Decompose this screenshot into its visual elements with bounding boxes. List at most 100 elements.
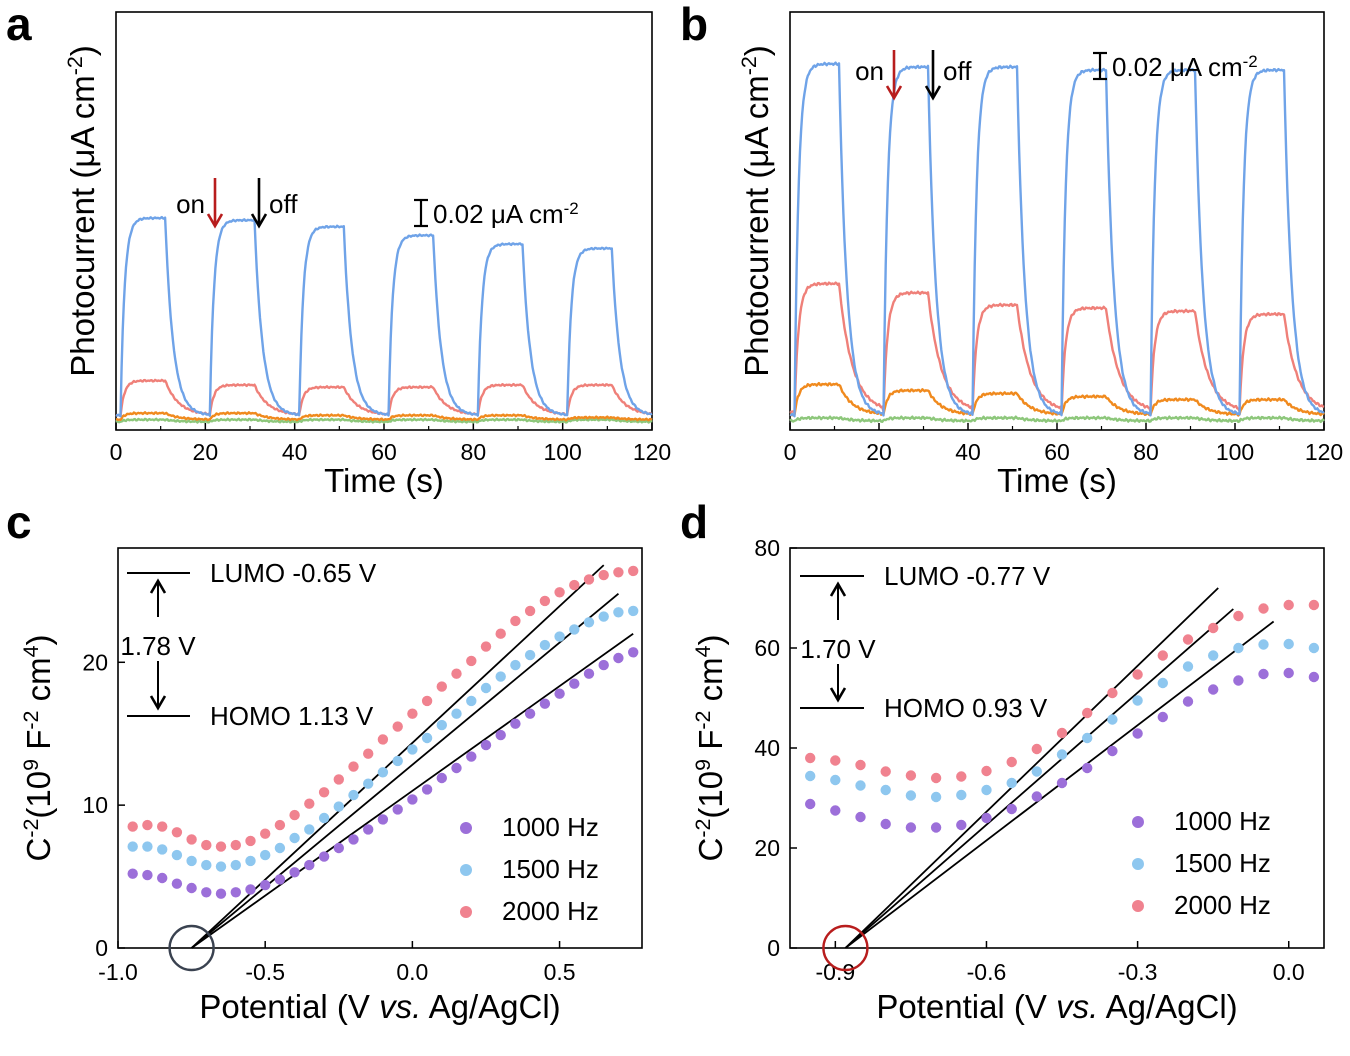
lumo-label: LUMO -0.65 V	[210, 558, 377, 588]
legend-marker-pink	[1132, 900, 1144, 912]
data-point-pink	[392, 721, 403, 732]
data-point-purple	[1006, 803, 1017, 815]
data-point-purple	[539, 698, 551, 709]
panel-c-mott-schottky-chart: -1.0 -0.5 0.0 0.5 0 10 20 Potential (V vs. Ag/A…	[19, 547, 643, 1025]
data-point-purple	[245, 884, 256, 895]
data-point-pink	[956, 771, 967, 782]
data-point-light_blue	[495, 671, 506, 682]
data-point-pink	[215, 841, 227, 852]
x-tick-label: 100	[543, 439, 581, 465]
data-point-purple	[1258, 668, 1269, 680]
data-point-light_blue	[304, 824, 315, 835]
data-point-purple	[1107, 745, 1118, 757]
data-point-light_blue	[981, 784, 992, 796]
data-point-purple	[805, 798, 816, 810]
data-point-purple	[348, 834, 359, 845]
photocurrent-series-orange	[115, 411, 653, 422]
x-tick-label: 120	[1305, 439, 1343, 465]
data-point-pink	[598, 569, 609, 581]
data-point-pink	[201, 839, 212, 851]
data-point-pink	[142, 819, 153, 831]
data-point-purple	[598, 659, 609, 671]
x-axis-label: Potential (V vs. Ag/AgCl)	[876, 988, 1237, 1025]
y-axis-label: Photocurrent (μA cm-2)	[737, 45, 775, 377]
panel-a-photocurrent-chart: 0 20 40 60 80 100 120 Time (s) Photocurrent (μA …	[63, 11, 671, 499]
legend-label: 1500 Hz	[502, 854, 599, 884]
off-label: off	[943, 56, 972, 86]
data-point-light_blue	[613, 607, 624, 618]
panel-label-c: c	[6, 496, 32, 548]
photocurrent-series-blue	[115, 215, 653, 418]
data-point-purple	[905, 822, 917, 833]
panel-label-a: a	[6, 0, 32, 50]
data-point-purple	[1157, 711, 1169, 723]
y-tick-label: 0	[95, 935, 108, 961]
data-point-light_blue	[348, 789, 359, 801]
y-axis-label: C-2(109 F-2 cm4)	[691, 634, 729, 861]
y-tick-label: 20	[82, 649, 108, 675]
x-tick-label: 40	[282, 439, 308, 465]
data-point-pink	[127, 821, 138, 832]
on-arrow-head	[206, 213, 224, 229]
data-point-purple	[186, 882, 197, 894]
data-point-purple	[171, 878, 183, 889]
data-point-purple	[1132, 728, 1143, 739]
fit-line-1	[844, 587, 1219, 949]
y-tick-label: 10	[82, 792, 108, 818]
data-point-pink	[451, 668, 462, 679]
y-tick-label: 20	[754, 835, 780, 861]
gap-arrow-up-head	[149, 578, 167, 594]
data-point-light_blue	[436, 719, 447, 731]
data-point-light_blue	[554, 631, 565, 642]
data-point-light_blue	[1157, 677, 1169, 689]
data-point-light_blue	[1233, 642, 1244, 654]
data-point-pink	[1258, 603, 1269, 614]
photocurrent-series-blue	[789, 61, 1325, 418]
on-arrow-head	[885, 85, 903, 101]
x-tick-label: -1.0	[98, 959, 138, 985]
y-tick-label: 80	[754, 535, 780, 561]
data-point-light_blue	[451, 708, 462, 719]
x-tick-label: 0	[784, 439, 797, 465]
data-point-pink	[495, 628, 506, 639]
data-point-light_blue	[1258, 639, 1269, 650]
data-point-purple	[495, 729, 506, 741]
data-point-pink	[554, 587, 565, 598]
data-point-purple	[289, 867, 300, 878]
x-axis-label: Time (s)	[997, 462, 1117, 499]
data-point-light_blue	[1056, 749, 1068, 760]
data-point-purple	[127, 868, 138, 879]
x-tick-label: 60	[1044, 439, 1070, 465]
y-axis-label: Photocurrent (μA cm-2)	[63, 45, 101, 377]
data-point-light_blue	[1182, 661, 1194, 672]
data-point-purple	[304, 859, 315, 871]
data-point-pink	[363, 748, 374, 759]
panel-d-mott-schottky-chart: -0.9 -0.6 -0.3 0.0 0 20 40 60 80 Potential (V vs.…	[691, 535, 1325, 1025]
x-intercept-circle	[168, 924, 215, 972]
plot-frame	[789, 547, 1325, 949]
data-point-pink	[510, 615, 521, 627]
data-point-pink	[436, 681, 447, 692]
data-point-light_blue	[318, 812, 330, 824]
data-point-pink	[628, 565, 639, 577]
fit-line-2	[191, 593, 620, 949]
data-point-purple	[201, 887, 212, 898]
data-point-purple	[1082, 762, 1093, 774]
data-point-pink	[1308, 599, 1320, 611]
data-point-light_blue	[466, 695, 477, 707]
data-point-light_blue	[421, 732, 433, 744]
data-point-light_blue	[805, 770, 816, 782]
band-gap-label: 1.70 V	[800, 634, 876, 664]
x-tick-label: 120	[633, 439, 671, 465]
x-tick-label: -0.6	[967, 959, 1007, 985]
x-tick-label: -0.9	[816, 959, 856, 985]
data-point-light_blue	[215, 861, 227, 872]
data-point-purple	[613, 652, 624, 664]
data-point-pink	[1157, 650, 1169, 661]
homo-label: HOMO 1.13 V	[210, 701, 374, 731]
data-point-light_blue	[628, 605, 639, 617]
data-point-purple	[569, 678, 580, 689]
data-point-light_blue	[186, 855, 197, 867]
panel-b-photocurrent-chart: 0 20 40 60 80 100 120 Time (s) Photocurrent (μA …	[737, 11, 1343, 499]
data-point-light_blue	[956, 789, 967, 801]
